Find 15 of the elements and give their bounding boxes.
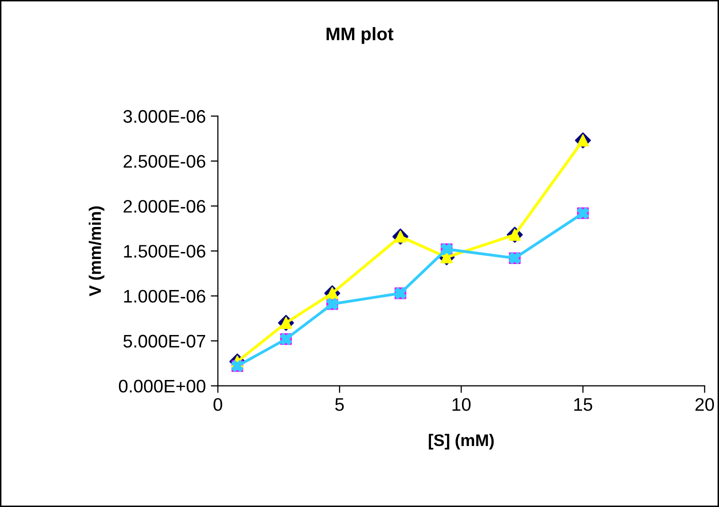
x-tick-label: 15	[574, 398, 592, 411]
y-tick-label: 3.000E-06	[123, 110, 206, 123]
chart-title: MM plot	[326, 27, 394, 44]
y-tick-label: 1.000E-06	[124, 290, 206, 303]
x-tick-label: 0	[214, 398, 222, 411]
x-tick-label: 10	[452, 398, 471, 411]
y-tick-label: 0.000E+00	[118, 380, 206, 393]
x-tick-label: 20	[695, 398, 714, 411]
y-tick-label: 1.500E-06	[124, 244, 206, 258]
y-tick-label: 2.000E-06	[124, 200, 206, 213]
y-tick-label: 5.000E-07	[123, 334, 206, 348]
x-axis-title: [S] (mM)	[428, 434, 494, 450]
y-axis-title: V (mm/min)	[88, 206, 104, 296]
x-tick-label: 5	[335, 398, 344, 411]
y-tick-label: 2.500E-06	[124, 154, 206, 168]
